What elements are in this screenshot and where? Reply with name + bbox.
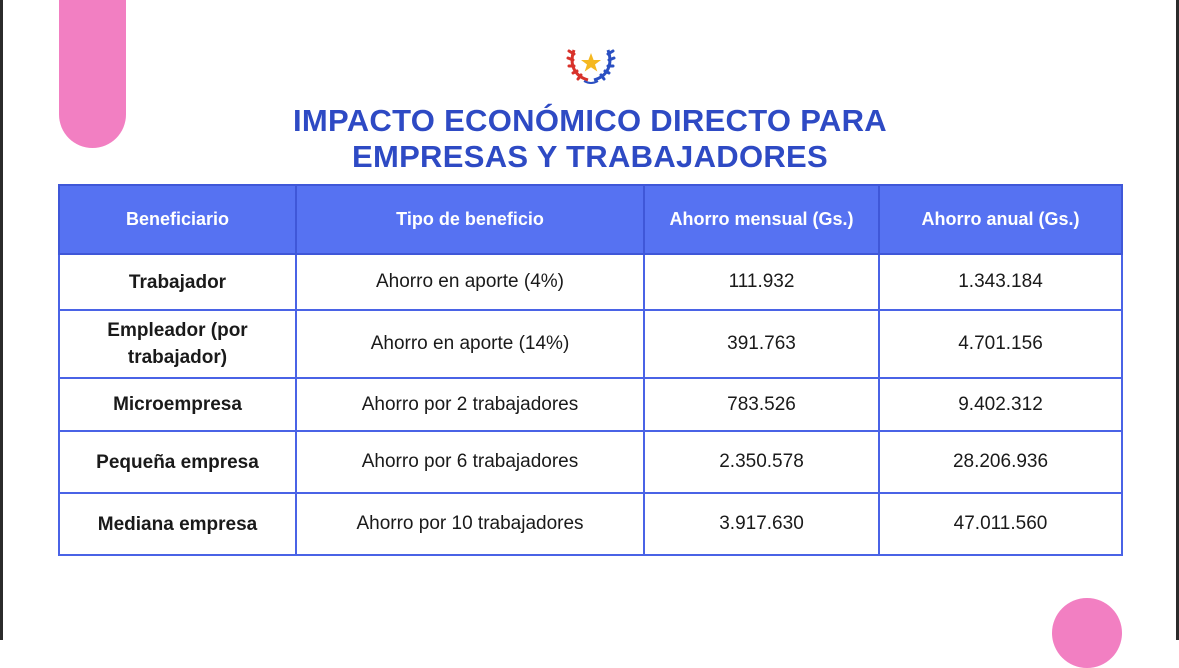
- header-monthly-savings: Ahorro mensual (Gs.): [643, 184, 880, 255]
- cell-beneficiary: Pequeña empresa: [58, 430, 297, 494]
- decorative-pink-pill: [59, 0, 126, 148]
- cell-annual-savings: 4.701.156: [878, 309, 1123, 379]
- national-coat-of-arms-icon: [566, 49, 616, 84]
- cell-benefit-type: Ahorro por 10 trabajadores: [295, 492, 645, 556]
- cell-monthly-savings: 783.526: [643, 377, 880, 432]
- cell-benefit-type: Ahorro en aporte (4%): [295, 253, 645, 311]
- cell-monthly-savings: 2.350.578: [643, 430, 880, 494]
- cell-beneficiary: Trabajador: [58, 253, 297, 311]
- table-row: Trabajador Ahorro en aporte (4%) 111.932…: [58, 253, 1123, 311]
- right-frame-border: [1176, 0, 1179, 640]
- savings-table: Beneficiario Tipo de beneficio Ahorro me…: [58, 184, 1123, 556]
- cell-beneficiary: Empleador (por trabajador): [58, 309, 297, 379]
- cell-beneficiary: Microempresa: [58, 377, 297, 432]
- cell-monthly-savings: 391.763: [643, 309, 880, 379]
- cell-annual-savings: 9.402.312: [878, 377, 1123, 432]
- page-title: IMPACTO ECONÓMICO DIRECTO PARA EMPRESAS …: [200, 103, 980, 175]
- cell-monthly-savings: 111.932: [643, 253, 880, 311]
- cell-benefit-type: Ahorro por 6 trabajadores: [295, 430, 645, 494]
- header-beneficiary: Beneficiario: [58, 184, 297, 255]
- table-row: Empleador (por trabajador) Ahorro en apo…: [58, 309, 1123, 379]
- title-line-2: EMPRESAS Y TRABAJADORES: [351, 139, 829, 174]
- decorative-pink-circle: [1052, 598, 1122, 668]
- table-header-row: Beneficiario Tipo de beneficio Ahorro me…: [58, 184, 1123, 255]
- cell-monthly-savings: 3.917.630: [643, 492, 880, 556]
- table-row: Pequeña empresa Ahorro por 6 trabajadore…: [58, 430, 1123, 494]
- table-row: Mediana empresa Ahorro por 10 trabajador…: [58, 492, 1123, 556]
- cell-benefit-type: Ahorro por 2 trabajadores: [295, 377, 645, 432]
- cell-annual-savings: 1.343.184: [878, 253, 1123, 311]
- header-annual-savings: Ahorro anual (Gs.): [878, 184, 1123, 255]
- cell-annual-savings: 47.011.560: [878, 492, 1123, 556]
- table-row: Microempresa Ahorro por 2 trabajadores 7…: [58, 377, 1123, 432]
- cell-benefit-type: Ahorro en aporte (14%): [295, 309, 645, 379]
- cell-annual-savings: 28.206.936: [878, 430, 1123, 494]
- cell-beneficiary: Mediana empresa: [58, 492, 297, 556]
- header-benefit-type: Tipo de beneficio: [295, 184, 645, 255]
- title-line-1: IMPACTO ECONÓMICO DIRECTO PARA: [292, 103, 887, 138]
- left-frame-border: [0, 0, 3, 640]
